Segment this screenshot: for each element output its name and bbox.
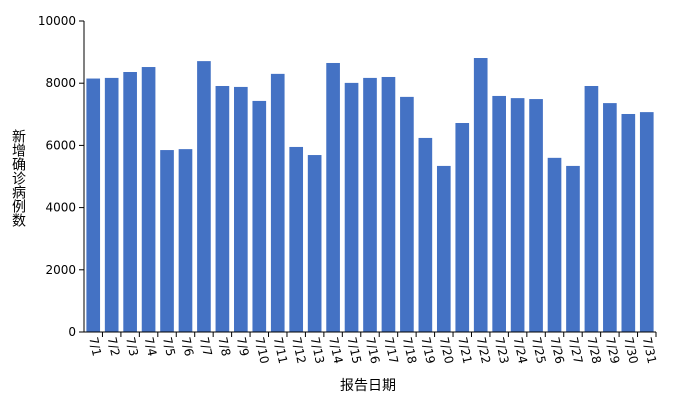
y-tick-label: 8000 [45,76,76,90]
bar [363,77,377,333]
y-tick-label: 2000 [45,263,76,277]
bar [123,72,137,332]
bar [160,150,174,332]
x-tick-label: 7/15 [345,336,364,365]
bar [547,157,562,332]
bar [473,58,488,332]
x-tick-label: 7/13 [308,336,327,365]
x-tick-label: 7/31 [640,336,659,365]
y-tick-label: 6000 [45,138,76,152]
bar [418,137,433,332]
x-tick-label: 7/6 [179,336,197,358]
y-tick-label: 4000 [45,201,76,215]
bar [492,95,506,333]
x-tick-label: 7/11 [271,336,290,365]
bar [270,73,285,333]
bar [326,62,340,333]
x-tick-label: 7/24 [511,336,530,365]
x-tick-label: 7/19 [418,336,437,365]
x-tick-label: 7/1 [86,336,104,358]
x-tick-label: 7/18 [400,336,419,365]
y-tick-label: 0 [68,325,76,339]
bar [289,146,304,332]
x-tick-label: 7/14 [326,336,345,365]
y-axis-label: 新增确诊病例数 [10,129,26,227]
x-tick-label: 7/29 [603,336,622,365]
bar [215,85,230,333]
bar [344,82,359,332]
bar [141,67,156,332]
x-tick-label: 7/4 [142,336,160,358]
bar [510,98,525,333]
bar [639,112,654,332]
bar [197,61,211,333]
x-tick-label: 7/22 [474,336,493,365]
bar [104,77,119,333]
x-tick-label: 7/3 [123,336,141,358]
x-tick-label: 7/7 [197,336,215,358]
x-tick-label: 7/5 [160,336,178,358]
bar [307,155,322,332]
x-tick-label: 7/8 [215,336,233,358]
bar [603,103,617,332]
bar [566,165,580,332]
bar [529,99,543,332]
x-tick-label: 7/30 [621,336,640,365]
bar [381,76,396,332]
x-tick-label: 7/26 [548,336,567,365]
x-axis-label: 报告日期 [340,378,396,394]
x-tick-label: 7/10 [252,336,271,365]
x-tick-label: 7/12 [289,336,308,365]
x-tick-label: 7/21 [455,336,474,365]
bar [436,165,451,332]
y-tick-label: 10000 [38,14,76,28]
x-tick-label: 7/2 [105,336,123,358]
bar [252,100,267,332]
bar [621,113,636,332]
x-tick-label: 7/25 [529,336,548,365]
x-tick-label: 7/9 [234,336,252,358]
x-tick-label: 7/23 [492,336,511,365]
x-tick-label: 7/20 [437,336,456,365]
x-tick-label: 7/28 [584,336,603,365]
bar [178,149,193,332]
x-tick-label: 7/17 [382,336,401,365]
bar [455,123,470,333]
bar [584,85,599,333]
bar [234,86,248,332]
x-tick-label: 7/16 [363,336,382,365]
x-tick-label: 7/27 [566,336,585,365]
bar [400,96,414,332]
bar [86,78,101,332]
